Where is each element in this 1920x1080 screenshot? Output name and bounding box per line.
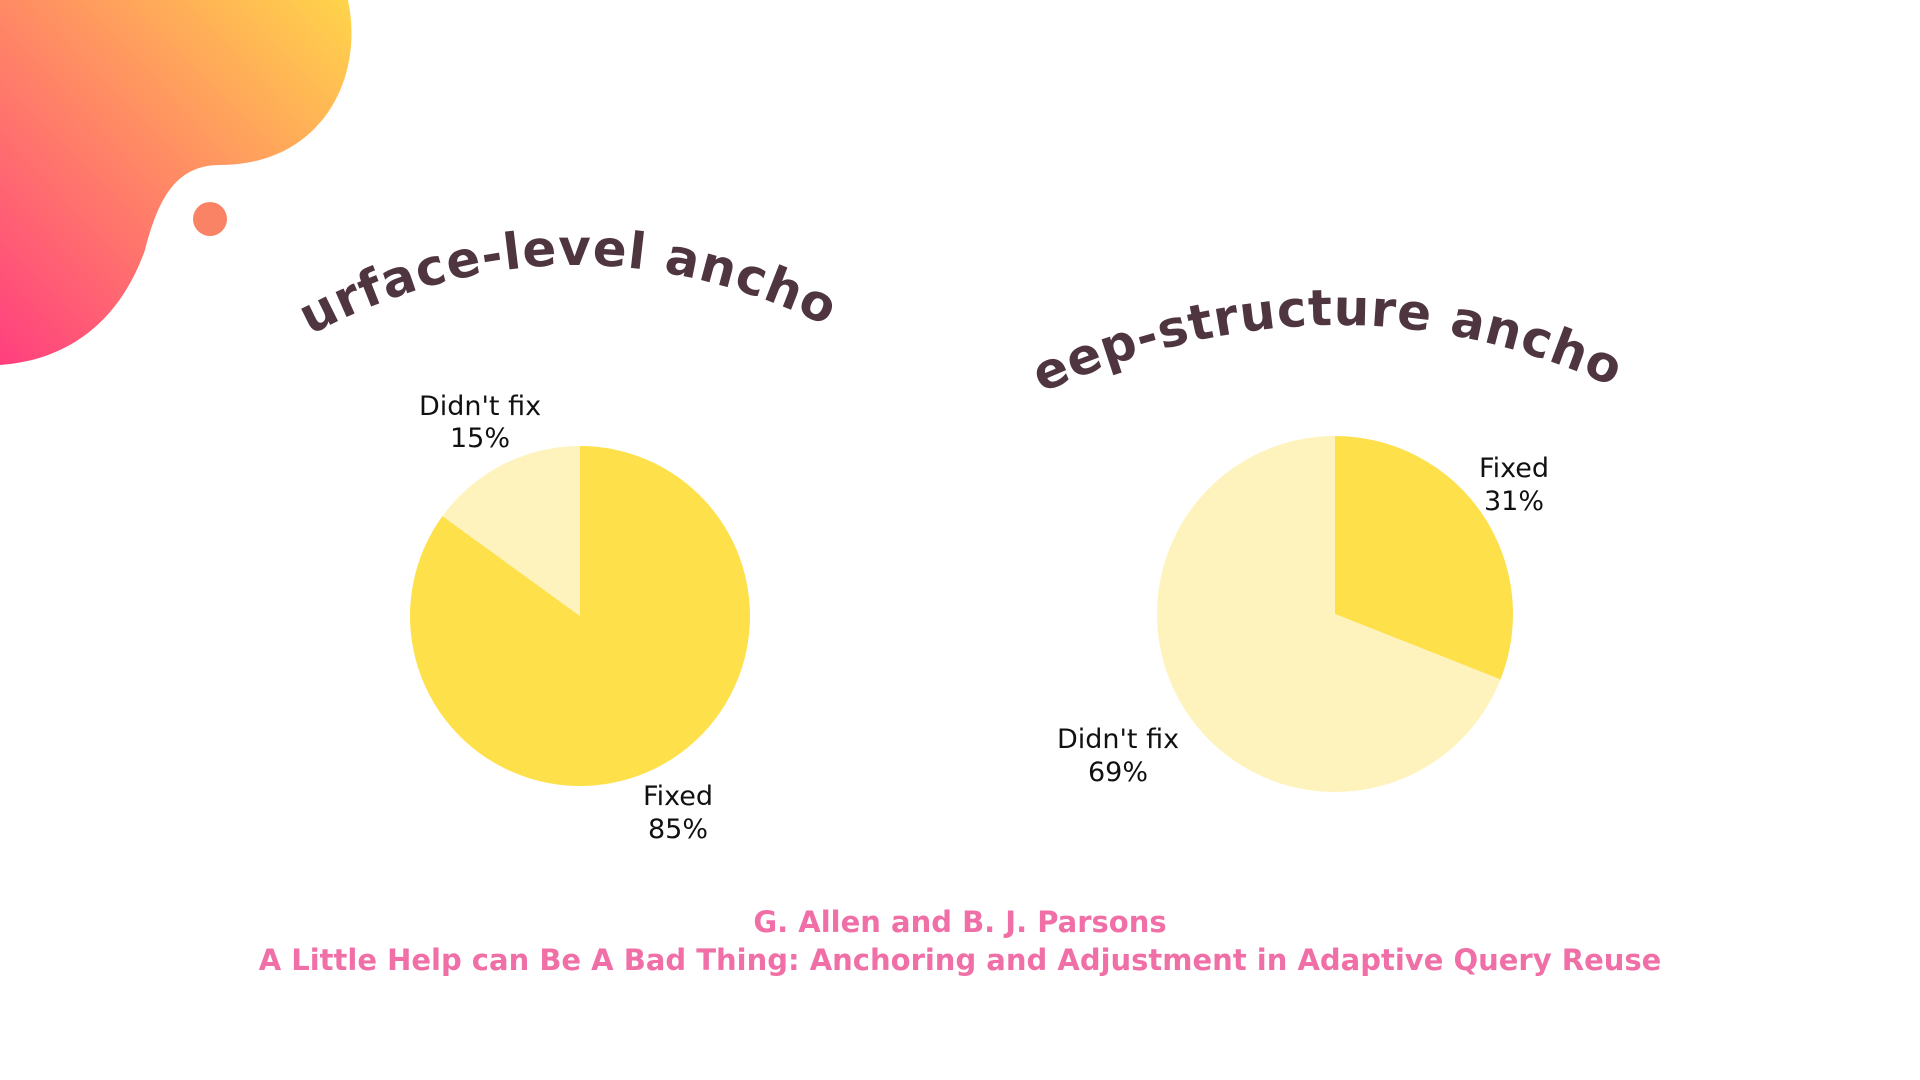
pie-chart-surface [409, 446, 750, 786]
gradient-blob-shape [0, 0, 352, 365]
orange-dot [193, 202, 227, 236]
slice-label-didnt-fix: Didn't fix [419, 391, 541, 422]
pie-slice-didnt-fix [442, 446, 580, 616]
slice-label-fixed: Fixed [643, 781, 713, 812]
pie-slice-didnt-fix [1157, 436, 1501, 792]
slice-value-didnt-fix: 69% [1088, 757, 1148, 788]
credit-paper-title: A Little Help can Be A Bad Thing: Anchor… [258, 943, 1662, 977]
slice-value-didnt-fix: 15% [450, 423, 510, 454]
credit-authors: G. Allen and B. J. Parsons [753, 905, 1167, 939]
slice-label-didnt-fix: Didn't fix [1057, 724, 1179, 755]
slice-label-fixed: Fixed [1479, 453, 1549, 484]
pie-slice-fixed [409, 446, 750, 786]
slice-value-fixed: 85% [648, 814, 708, 845]
slice-value-fixed: 31% [1484, 486, 1544, 517]
pie-chart-deep [1157, 436, 1513, 792]
pie-slice-fixed [1335, 436, 1513, 680]
